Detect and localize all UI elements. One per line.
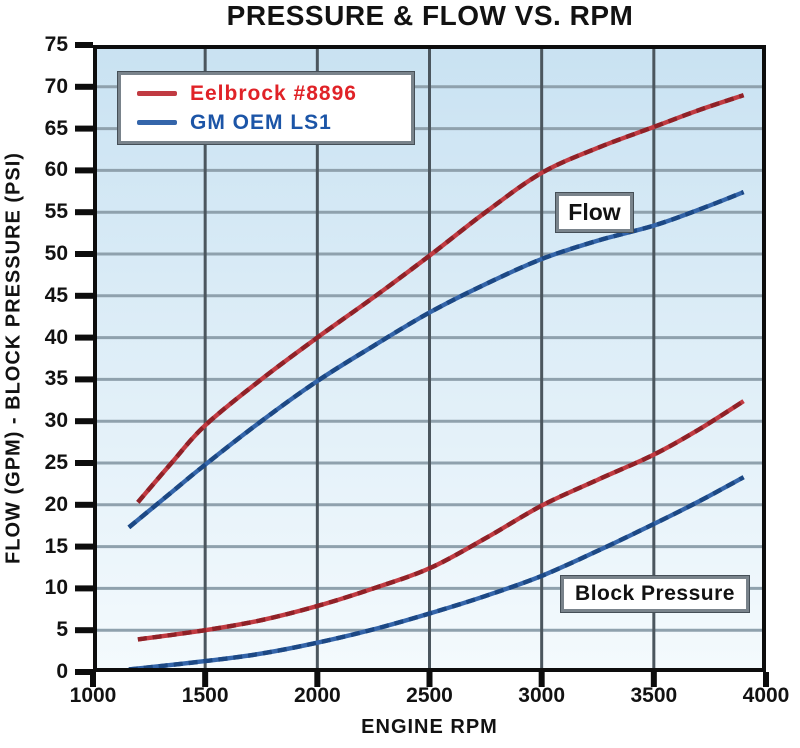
- block-pressure-annotation-box: Block Pressure: [561, 576, 749, 612]
- y-tick-label: 35: [44, 367, 68, 391]
- legend-item-gm-oem: GM OEM LS1: [137, 111, 411, 135]
- y-tick-label: 20: [44, 492, 68, 516]
- tick-marks: [75, 42, 769, 687]
- y-tick-label: 10: [44, 576, 68, 600]
- y-tick-label: 50: [44, 242, 68, 265]
- legend-label-edelbrock: Eelbrock #8896: [190, 81, 357, 105]
- y-tick-label: 75: [44, 33, 68, 56]
- x-tick-label: 4000: [742, 684, 790, 707]
- y-tick-label: 40: [44, 325, 68, 349]
- x-axis-title: ENGINE RPM: [361, 716, 498, 738]
- y-tick-label: 60: [44, 158, 68, 182]
- chart-title: PRESSURE & FLOW VS. RPM: [226, 0, 634, 31]
- y-tick-label: 55: [44, 200, 68, 224]
- y-tick-label: 70: [44, 74, 68, 98]
- legend: Eelbrock #8896 GM OEM LS1: [118, 72, 414, 144]
- plot-frame: [93, 45, 766, 672]
- curves: [127, 93, 745, 672]
- y-tick-label: 30: [44, 409, 68, 433]
- y-tick-label: 0: [56, 660, 68, 683]
- legend-label-gm-oem: GM OEM LS1: [190, 110, 332, 134]
- x-tick-label: 1500: [181, 684, 229, 707]
- y-tick-label: 15: [44, 534, 68, 558]
- y-tick-label: 5: [56, 618, 68, 642]
- flow-annotation-label: Flow: [568, 199, 621, 225]
- block-pressure-annotation-label: Block Pressure: [575, 582, 735, 605]
- legend-line-swatch-blue: [137, 120, 177, 125]
- x-tick-label: 3500: [630, 684, 678, 707]
- legend-line-swatch-red: [137, 91, 177, 96]
- x-tick-label: 2500: [406, 684, 453, 707]
- legend-item-edelbrock: Eelbrock #8896: [137, 82, 411, 106]
- y-tick-label: 25: [44, 451, 68, 474]
- x-tick-label: 3000: [518, 684, 566, 707]
- flow-annotation-box: Flow: [556, 193, 633, 232]
- x-tick-label: 1000: [69, 684, 117, 707]
- y-tick-label: 65: [44, 116, 68, 140]
- x-tick-label: 2000: [293, 684, 341, 707]
- y-tick-label: 45: [44, 283, 68, 307]
